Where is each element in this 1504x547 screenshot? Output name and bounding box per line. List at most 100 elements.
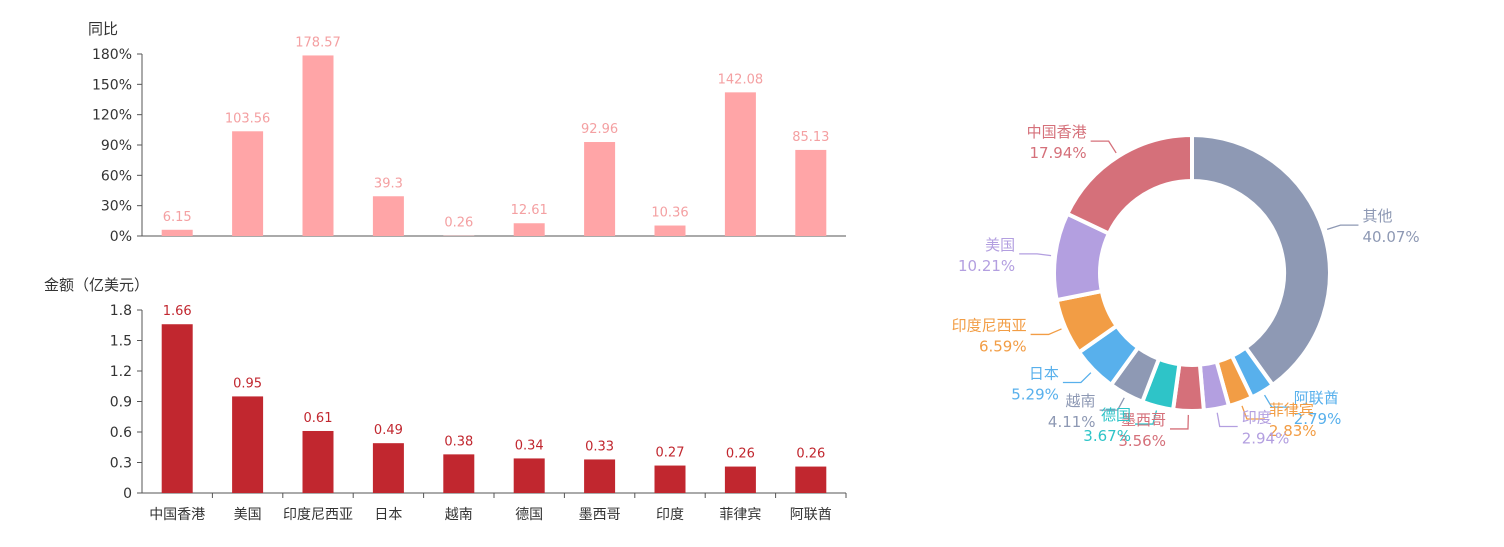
donut-slice bbox=[1064, 132, 1194, 237]
amount-category-label: 印度尼西亚 bbox=[283, 507, 353, 523]
amount-data-label: 0.61 bbox=[304, 411, 333, 426]
yoy-y-tick-label: 60% bbox=[101, 168, 132, 184]
donut-slice-label: 中国香港 bbox=[1027, 123, 1087, 141]
amount-bar bbox=[232, 396, 264, 493]
yoy-y-tick-label: 30% bbox=[101, 199, 132, 215]
donut-leader-line bbox=[1090, 140, 1117, 154]
amount-y-tick-label: 1.5 bbox=[110, 334, 132, 350]
donut-slice-label: 德国 bbox=[1101, 406, 1131, 424]
yoy-data-label: 12.61 bbox=[511, 203, 548, 218]
amount-y-tick-label: 1.2 bbox=[110, 364, 132, 380]
amount-bar bbox=[443, 454, 475, 493]
donut-slice-percent: 4.11% bbox=[1048, 413, 1096, 431]
amount-category-label: 阿联酋 bbox=[790, 506, 832, 523]
donut-leader-line bbox=[1062, 372, 1092, 384]
yoy-bar bbox=[161, 229, 193, 236]
amount-y-tick-label: 0.3 bbox=[110, 456, 132, 472]
donut-leader-line bbox=[1216, 412, 1238, 428]
amount-bar bbox=[654, 465, 686, 493]
amount-bar-chart: 金额（亿美元） 0 0.3 0.6 0.9 1.2 1.5 1.8 1.66 0.95 0.61… bbox=[44, 276, 847, 523]
yoy-bar bbox=[654, 225, 686, 236]
yoy-data-label: 39.3 bbox=[374, 176, 403, 191]
amount-bar bbox=[795, 466, 827, 493]
donut-leader-line bbox=[1169, 414, 1189, 430]
yoy-bar bbox=[724, 92, 756, 236]
donut-slice-percent: 2.94% bbox=[1242, 430, 1290, 448]
yoy-y-tick-label: 120% bbox=[92, 108, 132, 124]
amount-category-label: 印度 bbox=[656, 507, 684, 523]
donut-slice-percent: 2.83% bbox=[1269, 422, 1317, 440]
yoy-data-label: 92.96 bbox=[581, 122, 618, 137]
donut-leader-line bbox=[1263, 394, 1290, 408]
donut-slice-label: 美国 bbox=[985, 236, 1015, 254]
donut-leader-line bbox=[1030, 328, 1062, 336]
yoy-data-label: 142.08 bbox=[718, 72, 764, 87]
amount-bar bbox=[513, 458, 545, 493]
donut-slice-label: 日本 bbox=[1029, 365, 1059, 383]
yoy-bar bbox=[302, 55, 334, 236]
amount-data-label: 0.27 bbox=[656, 446, 685, 461]
donut-slice-percent: 17.94% bbox=[1029, 144, 1086, 162]
yoy-y-tick-label: 90% bbox=[101, 138, 132, 154]
amount-data-label: 0.95 bbox=[233, 376, 262, 391]
yoy-data-label: 6.15 bbox=[163, 210, 192, 225]
yoy-bar bbox=[795, 149, 827, 236]
yoy-y-tick-label: 0% bbox=[110, 229, 132, 245]
amount-y-tick-label: 0.6 bbox=[110, 425, 132, 441]
amount-data-label: 0.26 bbox=[726, 447, 755, 462]
yoy-bar bbox=[232, 131, 264, 236]
yoy-bar-chart: 同比 0% 30% 60% 90% 120% 150% 180% 6.15 103.56 178… bbox=[88, 20, 846, 245]
donut-slice-percent: 3.56% bbox=[1118, 432, 1166, 450]
yoy-axis-title: 同比 bbox=[88, 20, 118, 38]
donut-leader-line bbox=[1134, 410, 1158, 425]
donut-slice-label: 其他 bbox=[1362, 207, 1392, 225]
yoy-data-label: 85.13 bbox=[792, 130, 829, 145]
donut-slice-label: 菲律宾 bbox=[1269, 401, 1314, 419]
donut-slice-percent: 40.07% bbox=[1362, 228, 1419, 246]
donut-slice-percent: 5.29% bbox=[1011, 386, 1059, 404]
share-donut-chart: 其他 40.07% 阿联酋 2.79%菲律宾 2.83%印度 2.94% 墨西哥 3.56% 德… bbox=[952, 123, 1420, 450]
donut-leader-line bbox=[1019, 253, 1052, 257]
amount-data-label: 0.26 bbox=[796, 447, 825, 462]
yoy-data-label: 0.26 bbox=[444, 216, 473, 231]
amount-data-label: 0.34 bbox=[515, 438, 544, 453]
donut-slice-label: 印度 bbox=[1242, 409, 1272, 427]
amount-bar bbox=[302, 430, 334, 493]
yoy-data-label: 10.36 bbox=[651, 206, 688, 221]
donut-slice-percent: 6.59% bbox=[979, 337, 1027, 355]
amount-data-label: 0.33 bbox=[585, 439, 614, 454]
amount-data-label: 1.66 bbox=[163, 304, 192, 319]
yoy-bar bbox=[372, 196, 404, 236]
donut-slice-percent: 10.21% bbox=[958, 257, 1015, 275]
donut-slice-label: 阿联酋 bbox=[1294, 389, 1339, 407]
donut-slice-percent: 2.79% bbox=[1294, 410, 1342, 428]
donut-slice-percent: 3.67% bbox=[1083, 427, 1131, 445]
amount-category-label: 中国香港 bbox=[149, 507, 205, 523]
amount-y-tick-label: 1.8 bbox=[110, 303, 132, 319]
yoy-bar bbox=[513, 223, 545, 236]
amount-bar bbox=[372, 443, 404, 493]
donut-slice-label: 墨西哥 bbox=[1121, 411, 1166, 429]
amount-category-label: 越南 bbox=[445, 507, 473, 523]
donut-leader-line bbox=[1099, 397, 1125, 411]
amount-bar bbox=[161, 324, 193, 493]
yoy-data-label: 178.57 bbox=[295, 35, 341, 50]
yoy-bar bbox=[584, 142, 616, 236]
amount-bar bbox=[724, 466, 756, 493]
donut-slice bbox=[1190, 132, 1332, 388]
amount-data-label: 0.49 bbox=[374, 423, 403, 438]
yoy-y-tick-label: 180% bbox=[92, 47, 132, 63]
yoy-data-label: 103.56 bbox=[225, 111, 271, 126]
donut-leader-line bbox=[1241, 405, 1265, 420]
amount-category-label: 菲律宾 bbox=[719, 507, 761, 523]
donut-slice-label: 越南 bbox=[1066, 392, 1096, 410]
amount-category-label: 日本 bbox=[374, 507, 402, 523]
amount-category-label: 德国 bbox=[515, 507, 543, 523]
amount-category-label: 美国 bbox=[234, 507, 262, 523]
amount-bar bbox=[584, 459, 616, 493]
donut-leader-line bbox=[1326, 224, 1359, 231]
amount-data-label: 0.38 bbox=[444, 434, 473, 449]
amount-axis-title: 金额（亿美元） bbox=[44, 276, 149, 294]
donut-slice-label: 印度尼西亚 bbox=[952, 316, 1027, 334]
